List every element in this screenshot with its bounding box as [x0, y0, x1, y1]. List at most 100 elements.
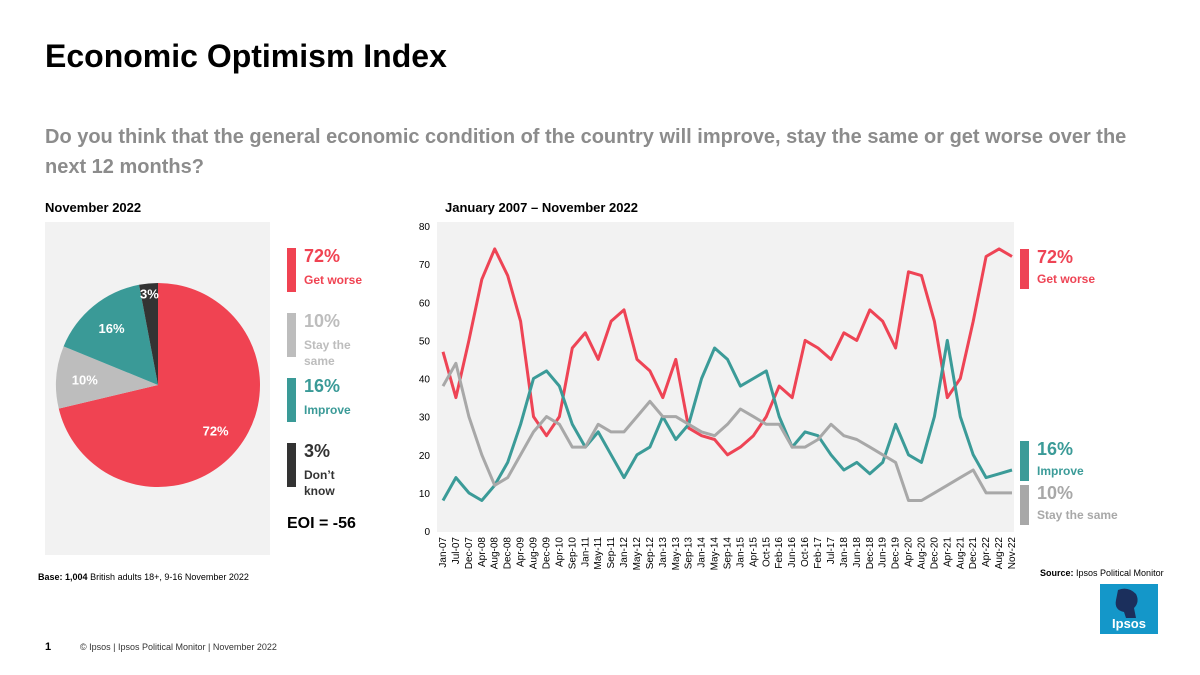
- source-text: Ipsos Political Monitor: [1076, 568, 1164, 578]
- x-tick-label: Jan-15: [735, 537, 746, 568]
- line-end-value: 16%: [1037, 438, 1074, 459]
- line-end-label: 10% Stay the same: [1020, 482, 1150, 525]
- x-tick-label: May-12: [632, 537, 643, 571]
- pie-legend-name: Don’t know: [304, 468, 335, 498]
- pie-legend-item: 72% Get worse: [287, 246, 397, 292]
- base-text: British adults 18+, 9-16 November 2022: [90, 572, 249, 582]
- pie-legend-value: 3%: [304, 441, 331, 461]
- line-end-value: 10%: [1037, 482, 1074, 503]
- pie-legend-swatch: [287, 248, 296, 292]
- line-panel: [437, 222, 1014, 532]
- x-tick-label: May-11: [593, 537, 604, 570]
- source-note: Source: Ipsos Political Monitor: [1040, 568, 1164, 578]
- x-tick-label: Apr-09: [516, 537, 527, 567]
- x-tick-label: May-14: [710, 537, 721, 571]
- x-tick-label: Aug-20: [916, 537, 927, 570]
- line-series: [441, 338, 1013, 502]
- x-tick-label: Jul-07: [451, 537, 462, 565]
- x-tick-label: Aug-09: [529, 537, 540, 570]
- pie-legend-value: 10%: [304, 311, 341, 331]
- y-tick-label: 80: [419, 222, 431, 233]
- source-label: Source:: [1040, 568, 1074, 578]
- x-tick-label: Dec-20: [929, 537, 940, 570]
- logo-icon: [1115, 588, 1138, 618]
- x-tick-label: Jun-18: [852, 537, 863, 568]
- line-series: [441, 247, 1013, 457]
- x-tick-label: Jun-16: [787, 537, 798, 568]
- pie-label: 10%: [72, 372, 98, 387]
- y-tick-label: 0: [424, 527, 430, 538]
- page-number: 1: [45, 641, 52, 653]
- pie-legend-item: 3% Don’t know: [287, 441, 397, 498]
- x-tick-label: Jul-17: [826, 537, 837, 565]
- x-tick-label: Aug-22: [994, 537, 1005, 570]
- x-tick-label: Apr-20: [904, 537, 915, 567]
- pie-label: 16%: [99, 321, 125, 336]
- pie-legend-name: Stay the same: [304, 338, 351, 368]
- x-tick-label: Apr-21: [942, 537, 953, 567]
- line-end-swatch: [1020, 440, 1029, 481]
- y-tick-label: 10: [419, 489, 431, 500]
- footer-text: © Ipsos | Ipsos Political Monitor | Nove…: [80, 642, 277, 652]
- x-tick-label: Jan-11: [580, 537, 591, 567]
- pie-slice: [56, 346, 159, 409]
- line-end-value: 72%: [1037, 246, 1074, 267]
- pie-legend-name: Improve: [304, 403, 351, 417]
- y-tick-label: 30: [419, 413, 431, 424]
- x-tick-label: Jun-19: [878, 537, 889, 568]
- x-tick-label: Apr-15: [748, 537, 759, 567]
- line-end-swatch: [1020, 484, 1029, 525]
- y-tick-label: 70: [419, 260, 431, 271]
- pie-legend-name: Get worse: [304, 273, 363, 287]
- x-tick-label: Aug-21: [955, 537, 966, 570]
- x-tick-label: Dec-18: [865, 537, 876, 570]
- line-end-name: Improve: [1037, 463, 1084, 478]
- x-tick-label: Jan-07: [438, 537, 449, 568]
- x-tick-label: Sep-14: [723, 537, 734, 570]
- x-tick-label: Apr-08: [477, 537, 488, 567]
- x-tick-label: Jan-12: [619, 537, 630, 568]
- x-tick-label: May-13: [671, 537, 682, 571]
- eoi-annotation: EOI = -56: [287, 515, 356, 532]
- base-note: Base: 1,004 British adults 18+, 9-16 Nov…: [38, 572, 249, 582]
- x-tick-label: Dec-08: [503, 537, 514, 570]
- line-end-name: Get worse: [1037, 271, 1096, 286]
- x-tick-label: Feb-16: [774, 537, 785, 569]
- pie-slice: [63, 284, 158, 385]
- x-tick-label: Dec-19: [891, 537, 902, 570]
- title: Economic Optimism Index: [45, 38, 447, 74]
- pie-subtitle: November 2022: [45, 200, 142, 215]
- x-tick-label: Sep-11: [606, 537, 617, 569]
- line-end-label: 16% Improve: [1020, 438, 1150, 481]
- x-tick-label: Oct-15: [761, 537, 772, 567]
- pie-label: 3%: [140, 287, 159, 302]
- pie-legend-value: 72%: [304, 246, 341, 266]
- pie-legend-swatch: [287, 378, 296, 422]
- x-tick-label: Dec-09: [541, 537, 552, 570]
- x-tick-label: Dec-07: [464, 537, 475, 570]
- x-tick-label: Jan-18: [839, 537, 850, 568]
- line-end-label: 72% Get worse: [1020, 246, 1150, 289]
- line-subtitle: January 2007 – November 2022: [445, 200, 638, 215]
- y-tick-label: 60: [419, 298, 431, 309]
- base-label: Base: 1,004: [38, 572, 88, 582]
- x-tick-label: Dec-21: [968, 537, 979, 570]
- x-tick-label: Nov-22: [1007, 537, 1018, 570]
- x-tick-label: Oct-16: [800, 537, 811, 567]
- pie-slice: [139, 283, 158, 385]
- y-tick-label: 20: [419, 451, 431, 462]
- pie-legend-swatch: [287, 443, 296, 487]
- line-end-swatch: [1020, 248, 1029, 289]
- x-tick-label: Aug-08: [490, 537, 501, 570]
- line-series: [441, 361, 1012, 502]
- y-tick-label: 40: [419, 375, 431, 386]
- x-tick-label: Sep-12: [645, 537, 656, 570]
- pie-legend-swatch: [287, 313, 296, 357]
- x-tick-label: Sep-10: [567, 537, 578, 570]
- logo-text: Ipsos: [1112, 616, 1146, 631]
- x-tick-label: Jan-14: [697, 537, 708, 568]
- pie-legend-value: 16%: [304, 376, 341, 396]
- subtitle: Do you think that the general economic c…: [45, 126, 1127, 178]
- x-tick-label: Jan-13: [658, 537, 669, 568]
